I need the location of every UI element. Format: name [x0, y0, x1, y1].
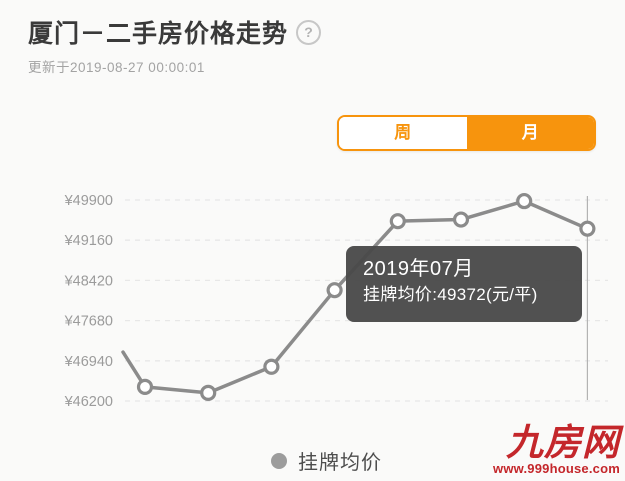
- data-point-marker[interactable]: [452, 211, 470, 228]
- legend-label: 挂牌均价: [298, 452, 382, 474]
- data-point-marker[interactable]: [200, 384, 217, 401]
- data-point-marker[interactable]: [579, 220, 596, 237]
- data-point-marker[interactable]: [326, 282, 343, 299]
- watermark-logo-text: 九房网: [506, 422, 620, 463]
- y-axis-tick-label: ¥46940: [64, 354, 113, 370]
- site-watermark: 九房网 www.999house.com: [493, 424, 620, 475]
- price-chart: ¥49900 ¥49160 ¥48420 ¥47680 ¥46940 ¥46200 201…: [0, 183, 625, 423]
- chart-canvas: ¥49900 ¥49160 ¥48420 ¥47680 ¥46940 ¥46200: [64, 192, 608, 410]
- updated-at-text: 更新于2019-08-27 00:00:01: [28, 60, 205, 75]
- y-axis-tick-label: ¥49900: [64, 193, 113, 209]
- help-icon[interactable]: ?: [296, 19, 322, 45]
- y-axis-tick-label: ¥47680: [64, 314, 113, 330]
- tab-month[interactable]: 月: [466, 117, 594, 149]
- y-axis-tick-label: ¥48420: [64, 273, 113, 289]
- page-title: 厦门－二手房价格走势: [28, 20, 289, 48]
- y-axis-tick-label: ¥46200: [64, 394, 113, 410]
- tooltip-date: 2019年07月: [363, 258, 474, 280]
- data-point-marker[interactable]: [136, 378, 154, 395]
- data-point-marker[interactable]: [516, 192, 533, 210]
- watermark-url: www.999house.com: [493, 461, 620, 476]
- legend-dot-icon: [271, 452, 287, 469]
- data-point-marker[interactable]: [263, 358, 280, 375]
- y-axis-tick-label: ¥49160: [64, 233, 113, 249]
- chart-legend: 挂牌均价: [14, 446, 625, 475]
- period-toggle: 周 月: [337, 115, 596, 151]
- data-point-marker[interactable]: [389, 213, 406, 230]
- tab-week[interactable]: 周: [339, 117, 467, 149]
- header: 厦门－二手房价格走势 ?: [28, 14, 322, 50]
- tooltip-price: 挂牌均价:49372(元/平): [363, 285, 538, 304]
- chart-tooltip: 2019年07月 挂牌均价:49372(元/平): [346, 246, 582, 322]
